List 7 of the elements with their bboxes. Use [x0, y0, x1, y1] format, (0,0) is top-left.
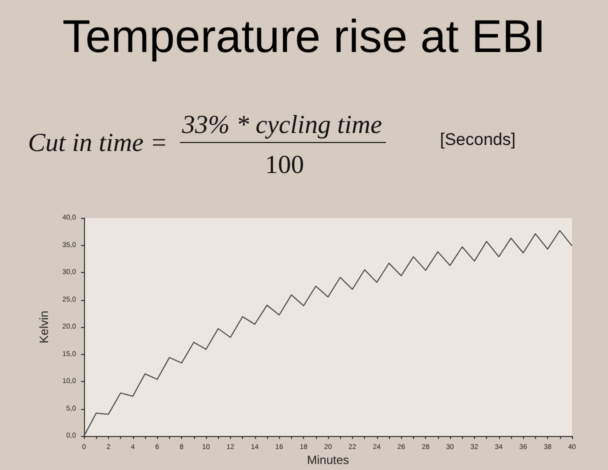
- text: 100: [265, 150, 304, 180]
- chart-title: Temperature rise at EBI: [62, 10, 546, 62]
- text: 33% * cycling time: [180, 110, 386, 143]
- text: Cut in time =: [28, 128, 168, 158]
- x-axis-title: Minutes: [306, 453, 350, 467]
- y-axis-title: Kelvin: [37, 310, 51, 344]
- text: [Seconds]: [440, 130, 516, 150]
